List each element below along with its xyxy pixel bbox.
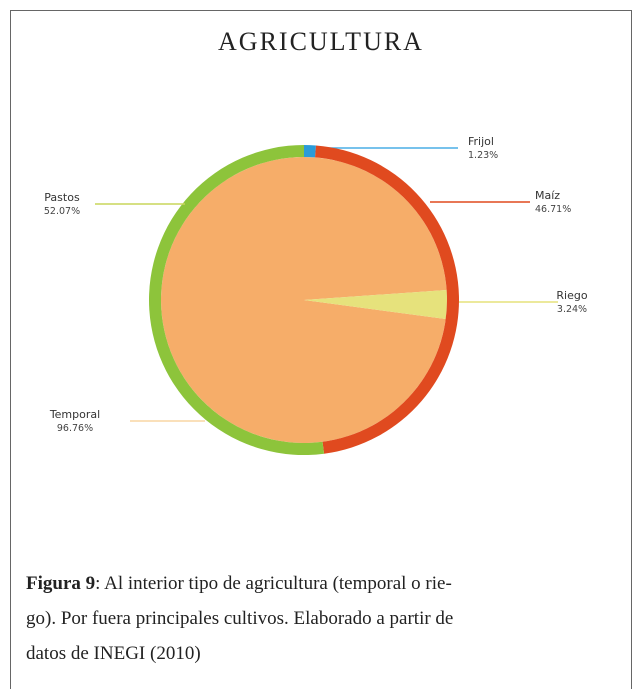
slice-label: Pastos	[44, 191, 80, 204]
slice-value-label: 1.23%	[468, 150, 498, 161]
caption-label: Figura 9	[26, 573, 95, 594]
slice-label: Frijol	[468, 135, 494, 148]
pie-slice	[161, 156, 447, 443]
slice-label: Riego	[556, 289, 587, 302]
caption-line: go). Por fuera principales cultivos. Ela…	[26, 608, 453, 629]
slice-value-label: 52.07%	[44, 206, 80, 217]
caption-line: datos de INEGI (2010)	[26, 643, 201, 664]
caption-text: : Al interior tipo de agricultura (tempo…	[95, 573, 452, 594]
slice-label: Maíz	[535, 189, 560, 202]
caption-line: Figura 9: Al interior tipo de agricultur…	[26, 573, 452, 594]
pie-slice	[304, 290, 448, 320]
frame	[10, 10, 632, 689]
slice-value-label: 46.71%	[535, 204, 571, 215]
slice-value-label: 96.76%	[57, 423, 93, 434]
pie-slice	[304, 145, 316, 158]
chart-title: AGRICULTURA	[218, 27, 424, 56]
slice-value-label: 3.24%	[557, 304, 587, 315]
slice-label: Temporal	[49, 408, 100, 421]
